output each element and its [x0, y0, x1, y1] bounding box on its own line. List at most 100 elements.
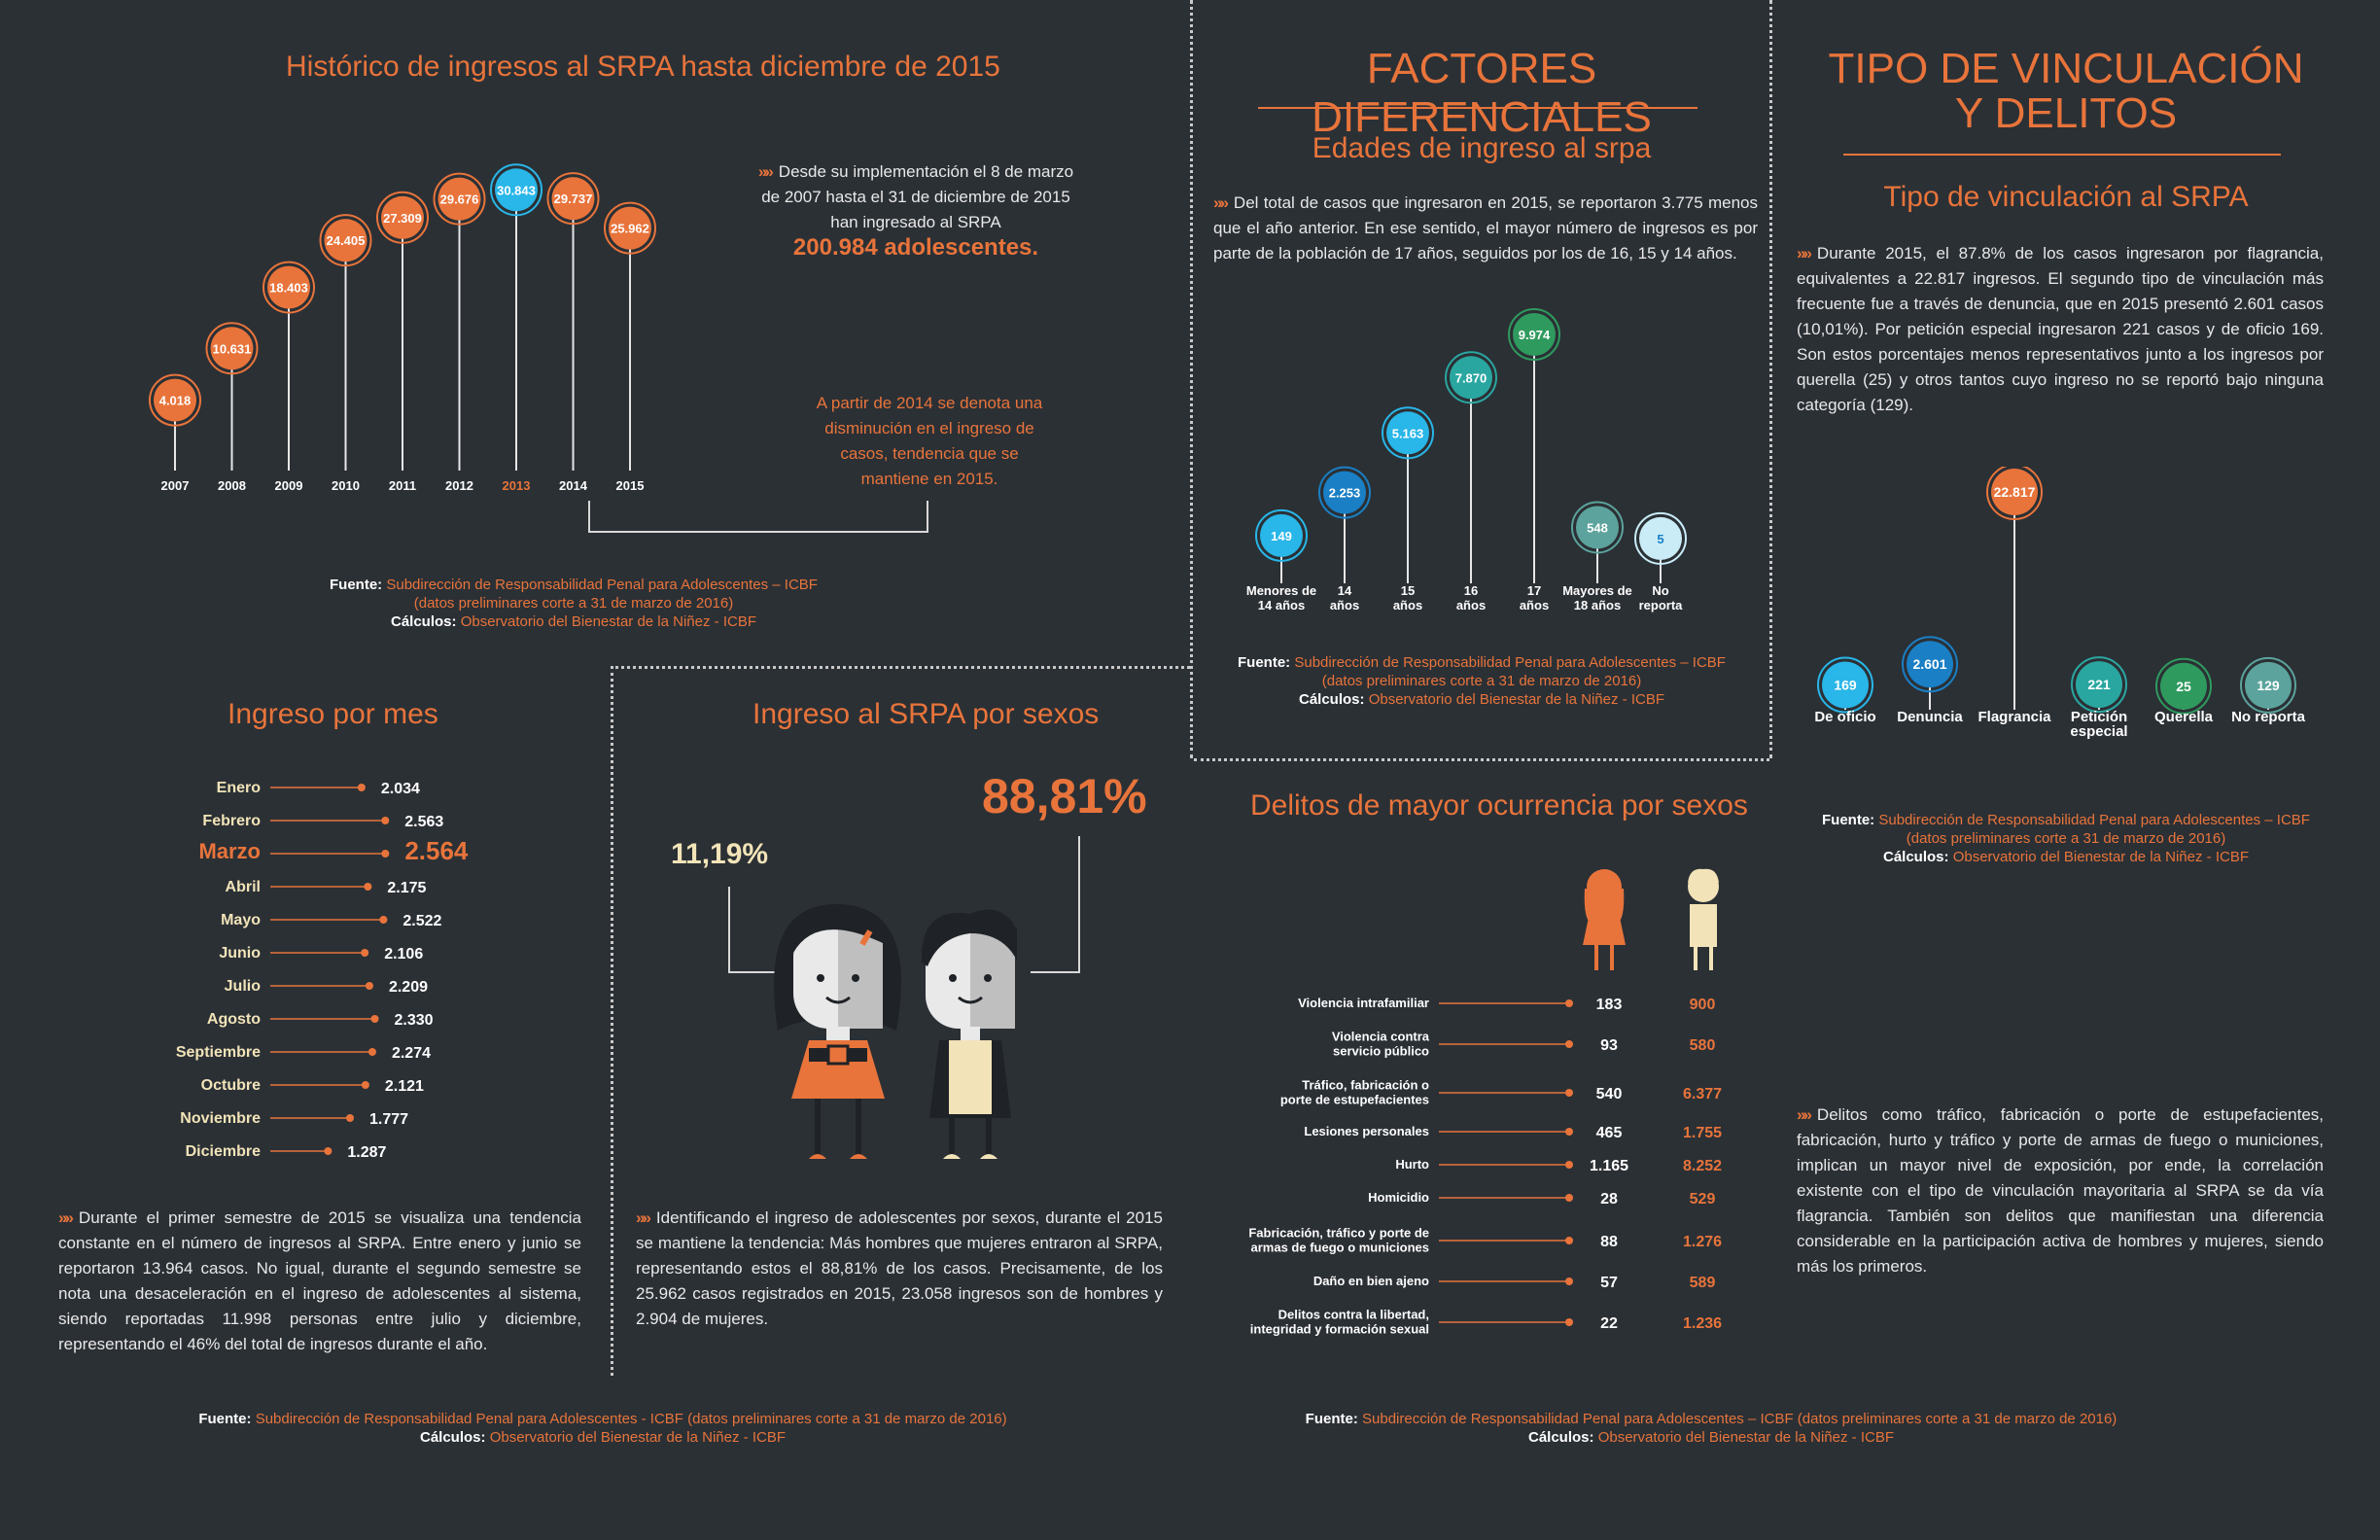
pin-ring — [546, 172, 600, 226]
value-label: 221 — [2087, 677, 2111, 692]
calculos-label: Cálculos: — [1883, 849, 1949, 865]
delito-mujeres: 57 — [1600, 1275, 1618, 1291]
factores-text: »» Del total de casos que ingresaron en 2… — [1213, 191, 1758, 266]
category-label: 2012 — [445, 478, 473, 493]
tipo-title: TIPO DE VINCULACIÓN Y DELITOS — [1828, 47, 2304, 136]
category-label: 2011 — [389, 478, 416, 493]
delito-hombres: 1.276 — [1683, 1234, 1722, 1250]
tipo-text2-body: Delitos como tráfico, fabricación o port… — [1797, 1105, 2324, 1276]
mes-title: Ingreso por mes — [228, 698, 438, 730]
month-dot — [379, 916, 388, 924]
delito-mujeres: 1.165 — [1590, 1158, 1628, 1174]
month-label: Septiembre — [176, 1044, 261, 1061]
delito-hombres: 580 — [1690, 1037, 1716, 1054]
category-label: 15 — [1401, 583, 1415, 598]
value-label: 22.817 — [1994, 484, 2036, 500]
category-label: 18 años — [1574, 598, 1621, 612]
source-block-3: Fuente: Subdirección de Responsabilidad … — [1789, 811, 2343, 866]
delito-dot — [1565, 1318, 1573, 1326]
pin-bubble — [1260, 513, 1303, 557]
fuente-label: Fuente: — [1305, 1411, 1358, 1427]
calculos-text: Observatorio del Bienestar de la Niñez -… — [1368, 691, 1664, 708]
pin-ring — [1508, 308, 1560, 361]
delito-label: Homicidio — [1368, 1190, 1429, 1205]
pin-ring — [2155, 657, 2212, 715]
pin-ring — [262, 261, 315, 314]
pin-bubble — [2076, 661, 2122, 709]
month-label: Enero — [217, 780, 262, 796]
pin-bubble — [1907, 641, 1953, 688]
delito-dot — [1565, 999, 1573, 1007]
value-label: 548 — [1587, 520, 1608, 535]
delito-dot — [1565, 1089, 1573, 1097]
month-dot — [361, 1081, 369, 1089]
pin-bubble — [324, 219, 368, 262]
value-label: 5.163 — [1392, 426, 1424, 440]
month-label: Marzo — [198, 839, 261, 863]
tipo-title-line1: TIPO DE VINCULACIÓN — [1828, 45, 2304, 92]
fuente-date: (datos preliminares corte a 31 de marzo … — [1906, 830, 2226, 847]
category-label: Menores de — [1246, 583, 1316, 598]
month-label: Diciembre — [186, 1143, 261, 1160]
source-block-2: Fuente: Subdirección de Responsabilidad … — [1200, 653, 1764, 709]
pin-ring — [433, 172, 486, 226]
pin-ring — [1318, 466, 1371, 519]
pin-ring — [604, 201, 656, 255]
source-block-1: Fuente: Subdirección de Responsabilidad … — [233, 576, 914, 631]
tipo-title-line2: Y DELITOS — [1954, 89, 2178, 137]
pin-bubble — [1639, 516, 1682, 560]
value-label: 5 — [1657, 532, 1663, 546]
calculos-label: Cálculos: — [1528, 1429, 1594, 1446]
pin-ring — [1634, 511, 1687, 565]
chevron-icon: »» — [1797, 244, 1812, 262]
category-label: Petición — [2071, 709, 2127, 725]
delito-label: Hurto — [1395, 1157, 1429, 1172]
category-label: 2009 — [275, 478, 303, 493]
category-label: 14 — [1338, 583, 1352, 598]
calculos-text: Observatorio del Bienestar de la Niñez -… — [489, 1429, 786, 1446]
delito-label: Delitos contra la libertad, — [1278, 1308, 1429, 1322]
calculos-label: Cálculos: — [420, 1429, 486, 1446]
fuente-label: Fuente: — [330, 577, 383, 593]
pin-bubble — [1323, 471, 1366, 514]
value-label: 2.253 — [1329, 486, 1361, 501]
pct-hombres: 88,81% — [982, 769, 1147, 823]
chevron-icon: »» — [58, 1208, 74, 1227]
value-label: 25 — [2176, 679, 2191, 694]
value-label: 149 — [1271, 529, 1292, 543]
delito-mujeres: 465 — [1596, 1125, 1623, 1141]
delito-hombres: 8.252 — [1683, 1158, 1722, 1174]
delito-dot — [1565, 1278, 1573, 1285]
category-label: No reporta — [2231, 709, 2306, 725]
pin-ring — [149, 373, 201, 427]
delito-dot — [1565, 1237, 1573, 1244]
month-label: Febrero — [202, 813, 261, 829]
value-label: 129 — [2257, 678, 2280, 693]
pin-ring — [1382, 406, 1434, 460]
value-label: 25.962 — [611, 222, 649, 236]
divider-mid-left-v — [611, 666, 613, 1376]
tipo-text: »» Durante 2015, el 87.8% de los casos in… — [1797, 241, 2324, 418]
value-label: 18.403 — [269, 281, 308, 296]
value-label: 10.631 — [213, 341, 252, 356]
pin-bubble — [1513, 313, 1556, 356]
mes-text-body: Durante el primer semestre de 2015 se vi… — [58, 1208, 581, 1353]
delito-hombres: 589 — [1690, 1275, 1716, 1291]
delito-dot — [1565, 1040, 1573, 1048]
month-dot — [361, 949, 369, 957]
sexos-text-body: Identificando el ingreso de adolescentes… — [636, 1208, 1163, 1328]
chevron-icon: »» — [636, 1208, 651, 1227]
month-value: 2.522 — [402, 913, 441, 929]
delito-label: Fabricación, tráfico y porte de — [1248, 1226, 1429, 1241]
month-label: Octubre — [201, 1077, 261, 1094]
category-label: 2015 — [616, 478, 645, 493]
pin-bubble — [1450, 356, 1492, 400]
category-label: 2014 — [559, 478, 588, 493]
category-label: Denuncia — [1897, 709, 1963, 725]
delito-mujeres: 183 — [1596, 997, 1623, 1013]
girl-figure-icon — [774, 904, 901, 1159]
value-label: 7.870 — [1455, 370, 1488, 385]
delito-dot — [1565, 1128, 1573, 1136]
pin-ring — [1986, 467, 2043, 520]
pin-bubble — [551, 177, 595, 221]
